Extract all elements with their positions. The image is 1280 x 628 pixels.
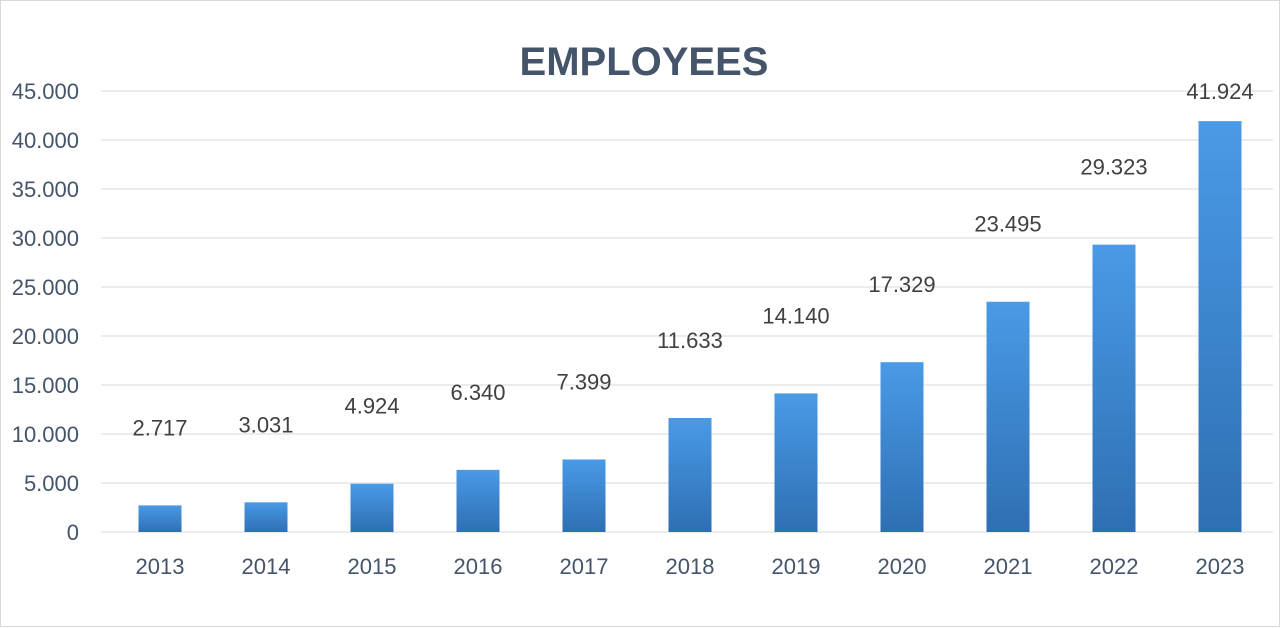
data-label-2015: 4.924 [344,394,399,419]
bar-2015 [350,483,394,532]
y-tick-label: 40.000 [12,128,79,153]
x-tick-label: 2014 [242,554,291,579]
y-axis-ticks: 0 5.000 10.000 15.000 20.000 25.000 30.000 35.0… [12,79,79,545]
chart-title: EMPLOYEES [520,40,769,84]
data-label-2017: 7.399 [556,369,611,394]
data-label-2021: 23.495 [974,212,1041,237]
y-tick-label: 15.000 [12,373,79,398]
bar-2023 [1198,121,1242,532]
x-tick-label: 2015 [348,554,397,579]
bar-2021 [986,301,1030,532]
y-tick-label: 25.000 [12,275,79,300]
y-tick-label: 5.000 [24,471,79,496]
bar-2017 [562,459,606,532]
x-tick-label: 2023 [1196,554,1245,579]
y-tick-label: 10.000 [12,422,79,447]
y-tick-label: 20.000 [12,324,79,349]
y-tick-label: 35.000 [12,177,79,202]
y-tick-label: 45.000 [12,79,79,104]
bar-2019 [774,393,818,532]
bar-2018 [668,417,712,532]
x-tick-label: 2017 [560,554,609,579]
bar-2016 [456,469,500,532]
bar-2014 [244,502,288,532]
x-tick-label: 2018 [666,554,715,579]
x-tick-label: 2013 [136,554,185,579]
x-tick-label: 2020 [878,554,927,579]
y-tick-label: 30.000 [12,226,79,251]
x-tick-label: 2022 [1090,554,1139,579]
bars [138,121,1242,533]
data-label-2020: 17.329 [868,272,935,297]
y-tick-label: 0 [67,520,79,545]
x-axis-ticks: 2013 2014 2015 2016 2017 2018 2019 2020 2021 2022… [136,554,1245,579]
x-tick-label: 2019 [772,554,821,579]
x-tick-label: 2016 [454,554,503,579]
data-label-2013: 2.717 [132,415,187,440]
data-label-2016: 6.340 [450,380,505,405]
data-labels: 2.717 3.031 4.924 6.340 7.399 11.633 14.140 17.… [132,79,1253,440]
data-label-2014: 3.031 [238,412,293,437]
data-label-2019: 14.140 [762,303,829,328]
bar-2013 [138,505,182,532]
bar-2020 [880,362,924,532]
data-label-2023: 41.924 [1186,79,1253,104]
data-label-2018: 11.633 [657,328,723,353]
data-label-2022: 29.323 [1080,155,1147,180]
gridlines [101,90,1273,533]
bar-2022 [1092,244,1136,533]
x-tick-label: 2021 [984,554,1033,579]
